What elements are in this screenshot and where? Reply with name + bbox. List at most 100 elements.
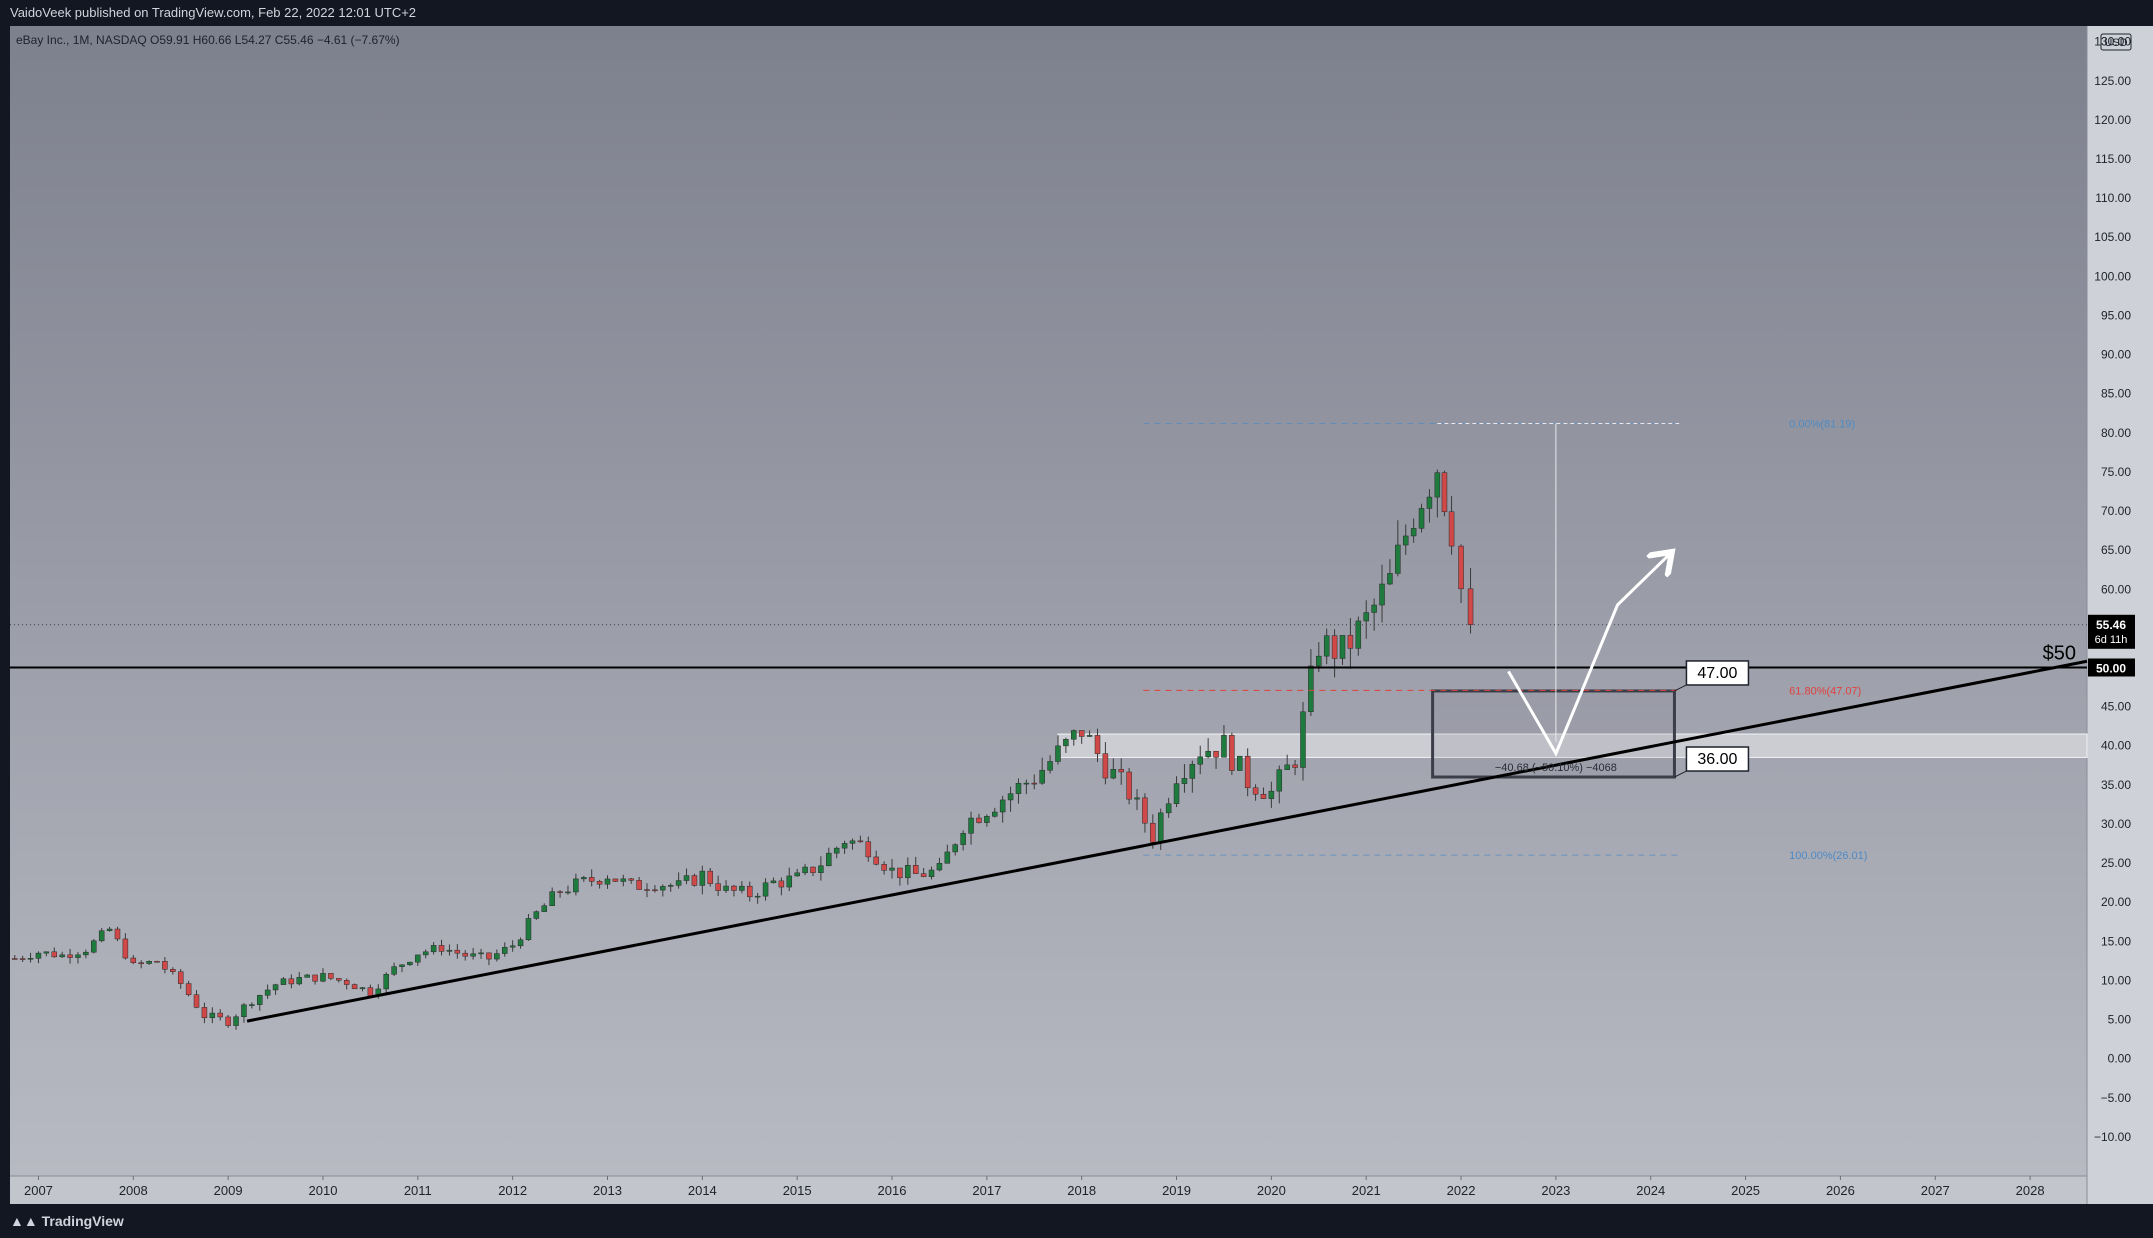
candle-down (217, 1012, 223, 1018)
x-tick-label: 2018 (1067, 1183, 1096, 1198)
y-tick-label: 120.00 (2094, 113, 2131, 127)
candle-down (1150, 822, 1156, 843)
candle-up (754, 895, 761, 898)
time-axis-panel (10, 1176, 2087, 1204)
candle-up (818, 865, 824, 873)
candle-down (715, 883, 721, 891)
candle-up (146, 961, 152, 964)
x-tick-label: 2026 (1826, 1183, 1855, 1198)
candle-up (565, 891, 571, 894)
candle-up (1134, 797, 1140, 800)
plot-background (10, 26, 2087, 1176)
callout-36[interactable]: 36.00 (1674, 746, 1750, 778)
candle-down (644, 889, 650, 891)
x-tick-label: 2015 (783, 1183, 812, 1198)
candle-up (470, 953, 476, 957)
candle-up (1268, 790, 1275, 799)
candle-up (1063, 739, 1069, 747)
published-text: VaidoVeek published on TradingView.com, … (10, 5, 417, 20)
candle-down (193, 994, 200, 1008)
candle-up (1434, 472, 1441, 498)
candle-down (201, 1007, 208, 1019)
candle-down (628, 878, 634, 881)
candle-up (660, 886, 666, 891)
candle-up (407, 961, 413, 966)
candle-up (1371, 604, 1377, 613)
candle-up (1323, 635, 1330, 657)
y-tick-label: 95.00 (2101, 308, 2131, 322)
candle-down (1244, 755, 1251, 789)
candle-up (249, 1004, 255, 1006)
candle-up (1007, 793, 1014, 801)
currency-badge[interactable]: USD (2100, 33, 2132, 51)
candle-up (1339, 635, 1346, 659)
y-tick-label: 0.00 (2108, 1052, 2132, 1066)
candle-down (1448, 511, 1455, 547)
x-tick-label: 2016 (878, 1183, 907, 1198)
y-tick-label: 85.00 (2101, 387, 2131, 401)
candle-down (873, 856, 879, 865)
x-tick-label: 2025 (1731, 1183, 1760, 1198)
candle-down (1467, 588, 1474, 626)
current-price-badge-bg (2088, 614, 2135, 649)
candle-up (209, 1012, 216, 1019)
candle-up (1189, 764, 1196, 779)
candle-down (328, 973, 334, 979)
candle-up (849, 840, 856, 844)
tradingview-logo[interactable]: ▲▲ TradingView (10, 1213, 124, 1229)
candle-up (241, 1004, 247, 1017)
candle-down (747, 885, 753, 898)
candle-down (1252, 787, 1259, 795)
candle-up (280, 978, 287, 985)
candle-up (35, 952, 42, 959)
x-tick-label: 2011 (404, 1183, 432, 1198)
x-tick-label: 2013 (593, 1183, 622, 1198)
candle-up (1418, 508, 1425, 529)
candle-up (1308, 665, 1314, 713)
y-tick-label: 110.00 (2095, 191, 2131, 205)
candle-down (691, 875, 698, 886)
trendline[interactable] (246, 659, 2088, 1023)
candle-down (778, 880, 785, 888)
callout-47-pointer (1674, 684, 1687, 692)
candle-up (960, 833, 966, 845)
candle-up (889, 867, 895, 871)
candle-up (723, 885, 729, 891)
candle-up (1181, 778, 1188, 784)
x-tick-label: 2022 (1447, 1183, 1476, 1198)
candle-up (999, 799, 1006, 813)
x-tick-label: 2017 (972, 1183, 1001, 1198)
callout-47[interactable]: 47.00 (1674, 660, 1750, 692)
y-tick-label: −5.00 (2101, 1091, 2132, 1105)
price-chart[interactable]: 130.00 125.00 120.00 115.00 110.00 105.00 100.… (0, 26, 2153, 1204)
target-box[interactable] (1431, 689, 1676, 779)
candle-up (399, 964, 405, 967)
candle-down (154, 961, 160, 963)
candle-up (604, 878, 611, 885)
candle-up (1086, 735, 1093, 737)
candle-up (233, 1016, 239, 1026)
candle-up (320, 973, 326, 982)
candle-down (114, 928, 121, 940)
candle-up (383, 974, 389, 990)
candle-up (1197, 756, 1203, 765)
candle-up (675, 880, 682, 886)
chart-area[interactable]: 130.00 125.00 120.00 115.00 110.00 105.00 100.… (0, 26, 2153, 1204)
candle-down (51, 951, 58, 958)
candle-up (1055, 745, 1061, 762)
candle-up (549, 891, 555, 906)
candle-down (1458, 545, 1464, 590)
candle-down (912, 865, 919, 874)
candle-down (225, 1016, 231, 1026)
candle-down (11, 958, 18, 960)
candle-down (177, 971, 184, 984)
candle-down (162, 961, 168, 970)
candle-up (415, 954, 421, 963)
y-tick-label: 10.00 (2101, 973, 2131, 987)
projection-arrow[interactable] (1507, 554, 1669, 757)
candle-down (881, 864, 887, 871)
brand-name: TradingView (41, 1213, 124, 1229)
candle-down (185, 983, 192, 995)
candle-down (652, 889, 658, 892)
candle-up (541, 905, 548, 912)
